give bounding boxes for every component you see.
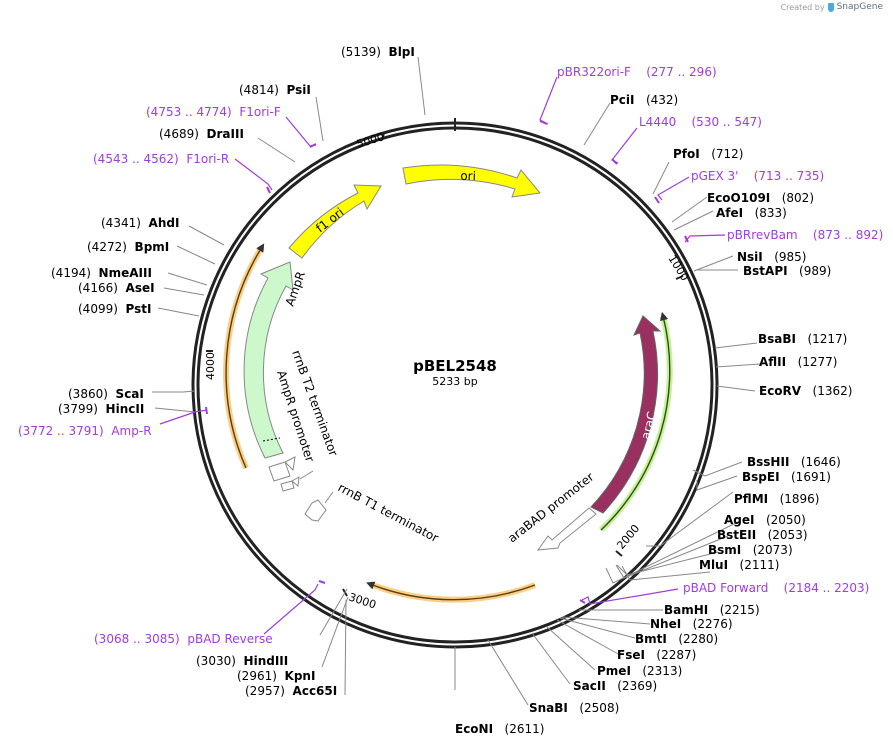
site-ahdi[interactable]: (4341) AhdI (101, 216, 180, 230)
feature-arac[interactable]: araC (590, 315, 662, 514)
site-pmei[interactable]: PmeI (2313) (597, 664, 683, 678)
site-bspei[interactable]: BspEI (1691) (742, 470, 831, 484)
tick-4000: 4000 (204, 352, 217, 380)
watermark-brand: SnapGene (836, 2, 883, 12)
plasmid-name: pBEL2548 (413, 357, 497, 375)
primer-pbrrevbam[interactable]: pBRrevBam (873 .. 892) (727, 228, 884, 242)
site-nsii[interactable]: NsiI (985) (737, 250, 807, 264)
primer-l4440[interactable]: L4440 (530 .. 547) (639, 115, 762, 129)
tick-1000: 1000 (665, 253, 691, 284)
primer-marks (205, 120, 689, 604)
primer-pbad-forward[interactable]: pBAD Forward (2184 .. 2203) (683, 581, 870, 595)
site-ecoo109i[interactable]: EcoO109I (802) (707, 191, 815, 205)
primer-f1ori-r[interactable]: (4543 .. 4562) F1ori-R (93, 152, 230, 166)
site-acc65i[interactable]: (2957) Acc65I (245, 684, 338, 698)
feature-ori-label: ori (460, 169, 476, 184)
snapgene-logo-icon (827, 2, 834, 12)
site-nmeaiii[interactable]: (4194) NmeAIII (51, 266, 152, 280)
site-hincii[interactable]: (3799) HincII (58, 402, 145, 416)
site-bpmi[interactable]: (4272) BpmI (87, 240, 170, 254)
site-asei[interactable]: (4166) AseI (78, 281, 155, 295)
site-bsmi[interactable]: BsmI (2073) (708, 543, 793, 557)
site-psti[interactable]: (4099) PstI (78, 302, 152, 316)
site-aflii[interactable]: AflII (1277) (759, 355, 838, 369)
plasmid-length: 5233 bp (432, 375, 478, 388)
site-bamhi[interactable]: BamHI (2215) (664, 603, 760, 617)
feature-ampr[interactable]: AmpR (243, 261, 308, 459)
site-ecorv[interactable]: EcoRV (1362) (759, 384, 853, 398)
site-afei[interactable]: AfeI (833) (716, 206, 787, 220)
site-leaders (152, 56, 761, 706)
feature-f1-ori[interactable]: f1 ori (288, 184, 382, 259)
site-psii[interactable]: (4814) PsiI (239, 83, 311, 97)
feature-ori[interactable]: ori (402, 164, 541, 198)
site-snabi[interactable]: SnaBI (2508) (529, 701, 620, 715)
primer-f1ori-f[interactable]: (4753 .. 4774) F1ori-F (146, 105, 281, 119)
site-blpi[interactable]: (5139) BlpI (341, 45, 415, 59)
site-hindiii[interactable]: (3030) HindIII (196, 654, 289, 668)
feature-arabad-promoter[interactable]: araBAD promoter (505, 470, 597, 551)
tick-marks (206, 118, 684, 597)
site-bmti[interactable]: BmtI (2280) (635, 632, 719, 646)
site-bsshii[interactable]: BssHII (1646) (747, 455, 841, 469)
tick-2000: 2000 (614, 522, 642, 552)
watermark-prefix: Created by (780, 2, 825, 12)
feature-rrnb-t1-terminator[interactable]: rrnB T1 terminator (304, 480, 441, 545)
tick-5000: 5000 (355, 130, 386, 151)
site-bsteii[interactable]: BstEII (2053) (717, 528, 808, 542)
site-sacii[interactable]: SacII (2369) (573, 679, 658, 693)
site-mlui[interactable]: MluI (2111) (699, 558, 780, 572)
feature-rrnb-t1-terminator-label: rrnB T1 terminator (336, 480, 441, 545)
site-agei[interactable]: AgeI (2050) (724, 513, 806, 527)
site-nhei[interactable]: NheI (2276) (650, 617, 733, 631)
primer-pbad-reverse[interactable]: (3068 .. 3085) pBAD Reverse (94, 632, 273, 646)
site-kpni[interactable]: (2961) KpnI (237, 669, 316, 683)
primer-pgex-3[interactable]: pGEX 3' (713 .. 735) (691, 169, 825, 183)
primer-amp-r[interactable]: (3772 .. 3791) Amp-R (18, 424, 152, 438)
site-pflmi[interactable]: PflMI (1896) (734, 492, 820, 506)
primer-pbr322ori-f[interactable]: pBR322ori-F (277 .. 296) (557, 65, 717, 79)
site-draiii[interactable]: (4689) DraIII (159, 127, 244, 141)
tick-3000: 3000 (347, 590, 378, 611)
snapgene-watermark: Created by SnapGene (781, 2, 883, 12)
feature-arabad-promoter-label: araBAD promoter (505, 470, 596, 546)
site-bstapi[interactable]: BstAPI (989) (743, 264, 832, 278)
site-fsei[interactable]: FseI (2287) (617, 648, 697, 662)
site-scai[interactable]: (3860) ScaI (68, 387, 144, 401)
site-pcii[interactable]: PciI (432) (610, 93, 679, 107)
site-econi[interactable]: EcoNI (2611) (455, 722, 545, 736)
site-bsabi[interactable]: BsaBI (1217) (758, 332, 848, 346)
site-pfoi[interactable]: PfoI (712) (673, 147, 744, 161)
